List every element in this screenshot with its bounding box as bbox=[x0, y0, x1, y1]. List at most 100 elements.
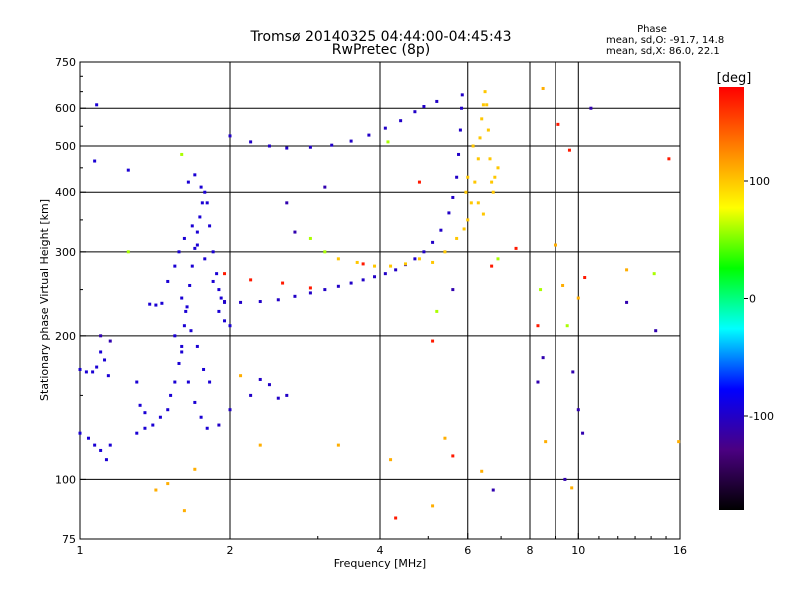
data-point bbox=[86, 436, 90, 440]
data-point bbox=[249, 278, 253, 282]
data-point bbox=[460, 93, 464, 97]
x-tick-label: 4 bbox=[377, 544, 384, 557]
data-point bbox=[193, 173, 197, 177]
data-point bbox=[106, 374, 110, 378]
data-point bbox=[276, 396, 280, 400]
data-point bbox=[576, 408, 580, 412]
data-point bbox=[490, 264, 494, 268]
data-point bbox=[135, 431, 139, 435]
data-point bbox=[182, 509, 186, 513]
data-point bbox=[211, 279, 215, 283]
data-point bbox=[126, 168, 130, 172]
data-point bbox=[490, 180, 494, 184]
data-point bbox=[486, 128, 490, 132]
data-point bbox=[108, 443, 112, 447]
data-point bbox=[93, 159, 97, 163]
data-point bbox=[413, 110, 417, 114]
data-point bbox=[471, 144, 475, 148]
data-point bbox=[95, 103, 99, 107]
data-point bbox=[217, 309, 221, 313]
data-point bbox=[258, 300, 262, 304]
data-point bbox=[78, 367, 82, 371]
data-point bbox=[493, 175, 497, 179]
data-point bbox=[293, 294, 297, 298]
data-point bbox=[583, 276, 587, 280]
data-point bbox=[413, 257, 417, 261]
data-point bbox=[104, 458, 108, 462]
data-point bbox=[195, 344, 199, 348]
data-point bbox=[431, 260, 435, 264]
data-point bbox=[435, 309, 439, 313]
data-point bbox=[336, 257, 340, 261]
data-point bbox=[190, 264, 194, 268]
data-point bbox=[205, 201, 209, 205]
data-point bbox=[677, 440, 681, 444]
data-point bbox=[563, 477, 567, 481]
data-point bbox=[177, 250, 181, 254]
data-point bbox=[166, 279, 170, 283]
data-point bbox=[258, 443, 262, 447]
data-point bbox=[491, 488, 495, 492]
data-point bbox=[478, 136, 482, 140]
data-point bbox=[84, 370, 88, 374]
data-point bbox=[95, 365, 99, 369]
data-point bbox=[308, 291, 312, 295]
data-point bbox=[361, 262, 365, 266]
data-point bbox=[570, 486, 574, 490]
data-point bbox=[431, 339, 435, 343]
data-point bbox=[285, 201, 289, 205]
data-point bbox=[323, 288, 327, 292]
data-point bbox=[443, 250, 447, 254]
data-point bbox=[464, 190, 468, 194]
data-point bbox=[589, 106, 593, 110]
data-point bbox=[180, 344, 184, 348]
data-point bbox=[476, 157, 480, 161]
data-point bbox=[455, 236, 459, 240]
data-point bbox=[514, 246, 518, 250]
data-point bbox=[330, 143, 334, 147]
data-point bbox=[541, 356, 545, 360]
data-point bbox=[180, 350, 184, 354]
data-point bbox=[483, 90, 487, 94]
data-point bbox=[399, 119, 403, 123]
data-points bbox=[78, 86, 681, 520]
colorbar-tick-label: 100 bbox=[749, 175, 770, 188]
data-point bbox=[496, 257, 500, 261]
data-point bbox=[193, 467, 197, 471]
data-point bbox=[169, 393, 173, 397]
data-point bbox=[203, 257, 207, 261]
data-point bbox=[148, 302, 152, 306]
y-tick-label: 500 bbox=[55, 140, 76, 153]
chart-title: Tromsø 20140325 04:44:00-04:45:43 bbox=[250, 29, 512, 45]
data-point bbox=[451, 195, 455, 199]
x-tick-label: 6 bbox=[464, 544, 471, 557]
data-point bbox=[211, 250, 215, 254]
data-point bbox=[625, 268, 629, 272]
data-point bbox=[184, 309, 188, 313]
data-point bbox=[103, 358, 107, 362]
data-point bbox=[215, 272, 219, 276]
data-point bbox=[199, 415, 203, 419]
colorbar-gradient bbox=[719, 87, 744, 510]
data-point bbox=[394, 268, 398, 272]
data-point bbox=[285, 393, 289, 397]
x-tick-label: 16 bbox=[673, 544, 687, 557]
colorbar: [deg] 100 0 -100 bbox=[717, 71, 774, 510]
data-point bbox=[451, 288, 455, 292]
data-point bbox=[223, 319, 227, 323]
data-point bbox=[281, 281, 285, 285]
data-point bbox=[485, 103, 489, 107]
data-point bbox=[99, 334, 103, 338]
data-point bbox=[451, 454, 455, 458]
colorbar-tick-label: -100 bbox=[749, 410, 774, 423]
x-tick-label: 10 bbox=[571, 544, 585, 557]
data-point bbox=[186, 380, 190, 384]
data-point bbox=[539, 288, 543, 292]
data-point bbox=[91, 370, 95, 374]
plot-area: 1 2 4 6 8 10 16 75 100 200 300 400 500 600 750 bbox=[55, 56, 687, 557]
y-tick-label: 300 bbox=[55, 246, 76, 259]
data-point bbox=[173, 264, 177, 268]
data-point bbox=[249, 140, 253, 144]
y-tick-label: 400 bbox=[55, 186, 76, 199]
data-point bbox=[383, 126, 387, 130]
